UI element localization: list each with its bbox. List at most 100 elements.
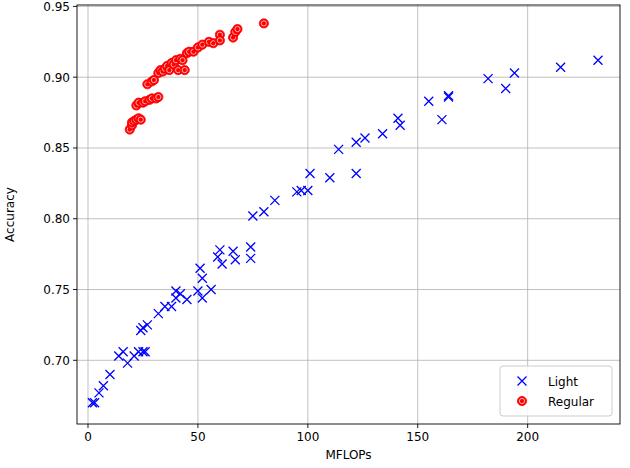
- marker-inner: [261, 21, 266, 26]
- point: [352, 138, 361, 147]
- point: [215, 245, 224, 254]
- grid-line: [77, 218, 620, 219]
- marker-inner: [156, 94, 161, 99]
- tick: [73, 147, 77, 148]
- point: [171, 286, 180, 295]
- tick-label: 0.70: [43, 354, 70, 368]
- tick: [73, 289, 77, 290]
- grid-line: [197, 5, 198, 424]
- tick: [73, 360, 77, 361]
- point: [154, 92, 163, 101]
- point: [484, 74, 493, 83]
- point: [138, 323, 147, 332]
- tick: [417, 424, 418, 428]
- marker-inner: [151, 77, 156, 82]
- marker-outer: [259, 19, 268, 28]
- point: [510, 68, 519, 77]
- marker-inner: [217, 38, 222, 43]
- marker-outer: [154, 92, 163, 101]
- point: [259, 19, 268, 28]
- point: [594, 56, 603, 65]
- tick: [73, 218, 77, 219]
- grid-line: [87, 5, 88, 424]
- marker-inner: [519, 398, 524, 403]
- legend-marker: [518, 377, 527, 386]
- point: [259, 207, 268, 216]
- point: [99, 381, 108, 390]
- point: [207, 285, 216, 294]
- x-axis-label: MFLOPs: [325, 448, 371, 462]
- tick: [197, 424, 198, 428]
- point: [88, 398, 97, 407]
- legend: Light Regular: [500, 366, 612, 416]
- tick: [87, 424, 88, 428]
- point: [143, 320, 152, 329]
- point: [196, 264, 205, 273]
- point: [437, 115, 446, 124]
- marker-outer: [517, 396, 526, 405]
- grid-line: [77, 6, 620, 7]
- grid-line: [527, 5, 528, 424]
- point: [424, 97, 433, 106]
- grid-line: [307, 5, 308, 424]
- tick-label: 0.90: [43, 71, 70, 85]
- point: [215, 36, 224, 45]
- marker-outer: [233, 24, 242, 33]
- point: [501, 84, 510, 93]
- point: [556, 63, 565, 72]
- data-layer: [88, 19, 603, 407]
- legend-marker: [517, 396, 526, 405]
- point: [198, 274, 207, 283]
- marker-outer: [136, 115, 145, 124]
- grid-line: [417, 5, 418, 424]
- point: [444, 93, 453, 102]
- plot-area: [77, 5, 620, 424]
- point: [90, 398, 99, 407]
- tick: [527, 424, 528, 428]
- tick: [73, 77, 77, 78]
- point: [218, 260, 227, 269]
- point: [231, 255, 240, 264]
- point: [248, 211, 257, 220]
- point: [229, 247, 238, 256]
- marker-inner: [180, 58, 185, 63]
- tick-label: 0.75: [43, 283, 70, 297]
- legend-label: Light: [548, 375, 578, 389]
- tick-label: 50: [190, 430, 205, 444]
- grid-line: [77, 147, 620, 148]
- point: [136, 115, 145, 124]
- point: [180, 66, 189, 75]
- tick-label: 0.80: [43, 212, 70, 226]
- point: [360, 134, 369, 143]
- point: [306, 169, 315, 178]
- grid-line: [77, 289, 620, 290]
- marker-outer: [215, 36, 224, 45]
- point: [176, 289, 185, 298]
- point: [105, 370, 114, 379]
- point: [119, 347, 128, 356]
- point: [233, 24, 242, 33]
- point: [325, 173, 334, 182]
- point: [246, 254, 255, 263]
- frame: [77, 5, 620, 424]
- point: [141, 347, 150, 356]
- grid-line: [77, 360, 620, 361]
- point: [198, 294, 207, 303]
- tick-label: 150: [406, 430, 429, 444]
- marker-inner: [235, 26, 240, 31]
- point: [352, 169, 361, 178]
- point: [334, 145, 343, 154]
- chart: 0501001502000.700.750.800.850.900.95MFLO…: [0, 0, 630, 468]
- point: [444, 91, 453, 100]
- point: [138, 347, 147, 356]
- tick: [73, 6, 77, 7]
- legend-label: Regular: [548, 395, 594, 409]
- point: [167, 302, 176, 311]
- tick-label: 0.85: [43, 141, 70, 155]
- tick-label: 200: [516, 430, 539, 444]
- point: [378, 129, 387, 138]
- point: [393, 114, 402, 123]
- tick-label: 100: [296, 430, 319, 444]
- y-axis-label: Accuracy: [3, 187, 17, 242]
- marker-inner: [182, 68, 187, 73]
